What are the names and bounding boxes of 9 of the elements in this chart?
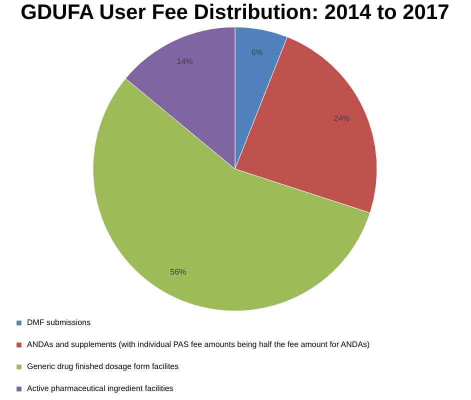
data-label: 24% [334,114,350,123]
data-label: 6% [251,48,263,58]
legend-label: Active pharmaceutical ingredient facilities [27,384,174,393]
chart-title: GDUFA User Fee Distribution: 2014 to 2017 [20,1,450,24]
legend-label: ANDAs and supplements (with individual PAS fee amounts being half the fee amount for ANDAs) [27,340,370,349]
data-label: 56% [170,267,186,276]
legend-label: Generic drug finished dosage form facilites [27,362,179,371]
data-label: 14% [176,57,193,66]
legend-label: DMF submissions [27,318,91,327]
